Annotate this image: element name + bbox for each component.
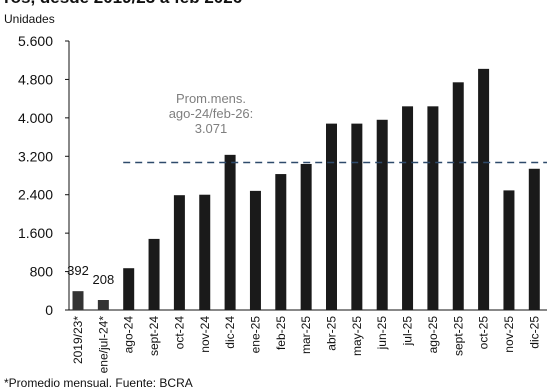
x-tick-label: ago-25 — [426, 316, 440, 354]
x-tick-label: oct-25 — [477, 316, 491, 350]
data-label: 208 — [92, 272, 114, 287]
x-tick-label: dic-24 — [223, 316, 237, 349]
bar — [326, 123, 337, 310]
average-annotation: 3.071 — [195, 121, 228, 136]
y-tick-label: 0 — [45, 302, 53, 318]
x-tick-label: feb-25 — [274, 316, 288, 350]
x-tick-label: dic-25 — [527, 316, 541, 349]
bar — [173, 195, 185, 310]
x-tick-label: sept-24 — [147, 316, 161, 356]
x-tick-label: ago-24 — [122, 316, 136, 354]
bar — [300, 163, 312, 310]
data-label: 392 — [67, 263, 89, 278]
y-tick-label: 1.600 — [18, 225, 53, 241]
bar — [199, 194, 211, 310]
bar — [503, 190, 515, 310]
x-tick-label: ene-25 — [248, 316, 262, 354]
y-tick-label: 5.600 — [18, 33, 53, 49]
bar — [123, 268, 135, 310]
x-tick-label: nov-24 — [198, 316, 212, 353]
bar — [72, 291, 84, 310]
x-tick-label: ene/jul-24* — [96, 316, 110, 374]
bar — [275, 174, 287, 310]
x-tick-label: mar-25 — [299, 316, 313, 354]
bar — [148, 238, 160, 310]
average-annotation: ago-24/feb-26: — [169, 106, 254, 121]
bar — [224, 154, 236, 310]
y-axis-label: Unidades — [4, 12, 55, 26]
y-tick-label: 3.200 — [18, 148, 53, 164]
x-tick-label: jun-25 — [375, 316, 389, 351]
bar — [452, 82, 464, 310]
bar — [97, 300, 109, 310]
y-tick-label: 4.000 — [18, 110, 53, 126]
bar — [351, 123, 363, 310]
x-tick-label: oct-24 — [172, 316, 186, 350]
bar — [402, 106, 414, 310]
bar — [249, 190, 261, 310]
bar — [528, 168, 540, 310]
x-tick-label: abr-25 — [325, 316, 339, 351]
bar — [478, 68, 490, 310]
y-tick-label: 800 — [30, 264, 54, 280]
bar — [376, 119, 388, 311]
x-tick-label: jul-25 — [401, 316, 415, 347]
x-tick-label: 2019/23* — [71, 316, 85, 364]
bar — [427, 106, 439, 310]
y-tick-label: 2.400 — [18, 187, 53, 203]
y-tick-label: 4.800 — [18, 71, 53, 87]
chart-title-partial: ros, desde 2019/23 a feb 2026 — [4, 0, 242, 8]
footnote: *Promedio mensual. Fuente: BCRA — [4, 376, 193, 390]
average-annotation: Prom.mens. — [176, 91, 246, 106]
x-tick-label: may-25 — [350, 316, 364, 356]
x-tick-label: sept-25 — [451, 316, 465, 356]
x-tick-label: nov-25 — [502, 316, 516, 353]
